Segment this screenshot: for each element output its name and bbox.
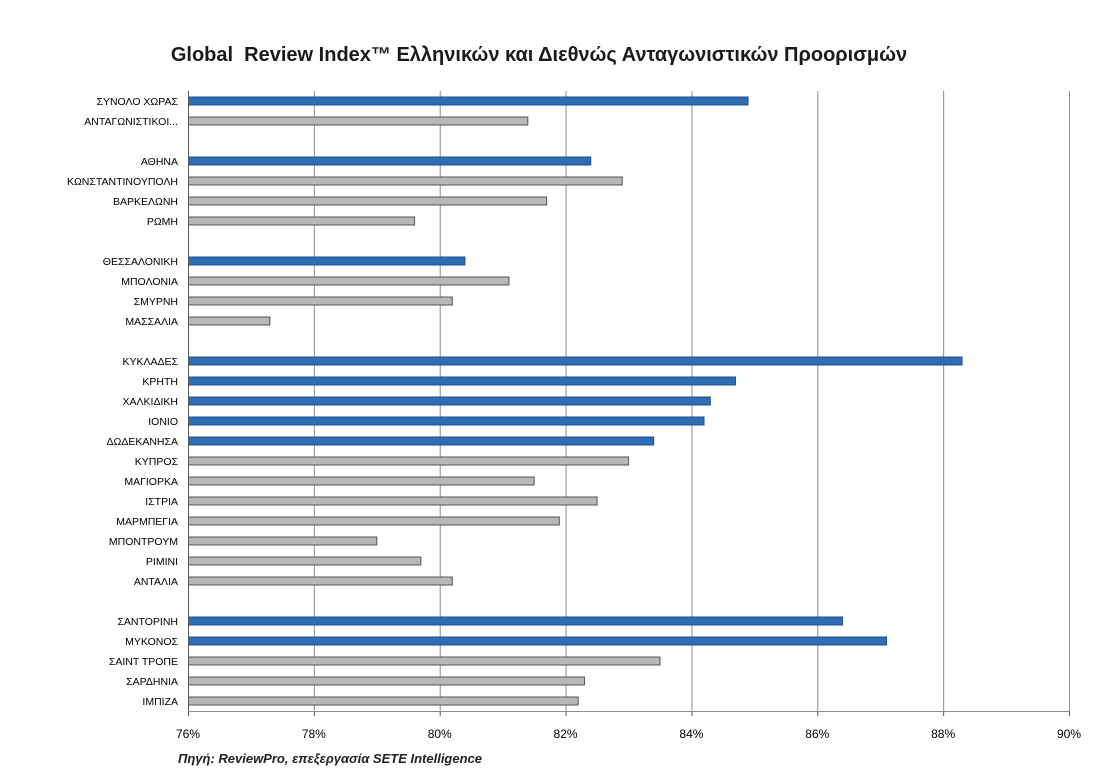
category-label-1: ΣΥΝΟΛΟ ΧΩΡΑΣ: [96, 96, 178, 108]
bar-20: [188, 476, 535, 486]
x-tick-label-80: 80%: [428, 727, 452, 741]
bar-28: [188, 636, 888, 646]
x-tick-label-90: 90%: [1057, 727, 1081, 741]
x-tick-label-84: 84%: [679, 727, 703, 741]
category-label-23: ΜΠΟΝΤΡΟΥΜ: [109, 536, 178, 548]
x-tick-label-76: 76%: [176, 727, 200, 741]
bar-17: [188, 416, 705, 426]
category-label-18: ΔΩΔΕΚΑΝΗΣΑ: [106, 436, 178, 448]
bar-16: [188, 396, 711, 406]
category-label-29: ΣΑΙΝΤ ΤΡΟΠΕ: [109, 656, 178, 668]
bar-1: [188, 96, 749, 106]
category-label-14: ΚΥΚΛΑΔΕΣ: [122, 356, 178, 368]
category-label-24: ΡΙΜΙΝΙ: [146, 556, 178, 568]
x-tick-labels: 76% 78% 80% 82% 84% 86% 88% 90%: [176, 727, 1081, 741]
bars: [188, 96, 963, 706]
category-label-5: ΚΩΝΣΤΑΝΤΙΝΟΥΠΟΛΗ: [67, 176, 178, 188]
bar-19: [188, 456, 629, 466]
category-label-27: ΣΑΝΤΟΡΙΝΗ: [117, 616, 178, 628]
category-labels: ΣΥΝΟΛΟ ΧΩΡΑΣ ΑΝΤΑΓΩΝΙΣΤΙΚΟΙ... ΑΘΗΝΑ ΚΩΝΣΤΑ…: [67, 96, 179, 708]
bar-15: [188, 376, 736, 386]
bar-2: [188, 116, 529, 126]
category-label-21: ΙΣΤΡΙΑ: [145, 496, 178, 508]
bar-11: [188, 296, 453, 306]
bar-6: [188, 196, 548, 206]
source-note: Πηγή: ReviewPro, επεξεργασία SETE Intell…: [178, 751, 483, 766]
category-label-28: ΜΥΚΟΝΟΣ: [125, 636, 178, 648]
category-label-6: ΒΑΡΚΕΛΩΝΗ: [113, 196, 178, 208]
x-tick-label-78: 78%: [302, 727, 326, 741]
bar-12: [188, 316, 271, 326]
bar-18: [188, 436, 655, 446]
chart-title: Global Review Index™ Ελληνικών και Διεθν…: [170, 44, 908, 66]
category-label-2: ΑΝΤΑΓΩΝΙΣΤΙΚΟΙ...: [84, 116, 178, 128]
bar-7: [188, 216, 416, 226]
category-label-20: ΜΑΓΙΟΡΚΑ: [124, 476, 178, 488]
category-label-25: ΑΝΤΑΛΙΑ: [134, 576, 178, 588]
bar-22: [188, 516, 560, 526]
x-tick-label-88: 88%: [931, 727, 955, 741]
x-tick-label-82: 82%: [554, 727, 578, 741]
bar-29: [188, 656, 661, 666]
bar-25: [188, 576, 453, 586]
category-label-15: ΚΡΗΤΗ: [142, 376, 178, 388]
bar-21: [188, 496, 598, 506]
category-label-11: ΣΜΥΡΝΗ: [134, 296, 178, 308]
bar-24: [188, 556, 422, 566]
category-label-4: ΑΘΗΝΑ: [141, 156, 178, 168]
category-label-30: ΣΑΡΔΗΝΙΑ: [126, 676, 178, 688]
bar-5: [188, 176, 623, 186]
category-label-12: ΜΑΣΣΑΛΙΑ: [125, 316, 178, 328]
category-label-10: ΜΠΟΛΟΝΙΑ: [121, 276, 178, 288]
bar-27: [188, 616, 843, 626]
bar-14: [188, 356, 963, 366]
category-label-7: ΡΩΜΗ: [147, 216, 178, 228]
bar-9: [188, 256, 466, 266]
bar-23: [188, 536, 378, 546]
bar-4: [188, 156, 592, 166]
category-label-16: ΧΑΛΚΙΔΙΚΗ: [123, 396, 178, 408]
bar-31: [188, 696, 579, 706]
axes: [188, 91, 1070, 716]
category-label-31: ΙΜΠΙΖΑ: [142, 696, 178, 708]
category-label-17: ΙΟΝΙΟ: [148, 416, 178, 428]
bar-10: [188, 276, 510, 286]
bar-30: [188, 676, 585, 686]
x-tick-label-86: 86%: [805, 727, 829, 741]
category-label-22: ΜΑΡΜΠΕΓΙΑ: [116, 516, 178, 528]
category-label-9: ΘΕΣΣΑΛΟΝΙΚΗ: [103, 256, 178, 268]
category-label-19: ΚΥΠΡΟΣ: [135, 456, 179, 468]
